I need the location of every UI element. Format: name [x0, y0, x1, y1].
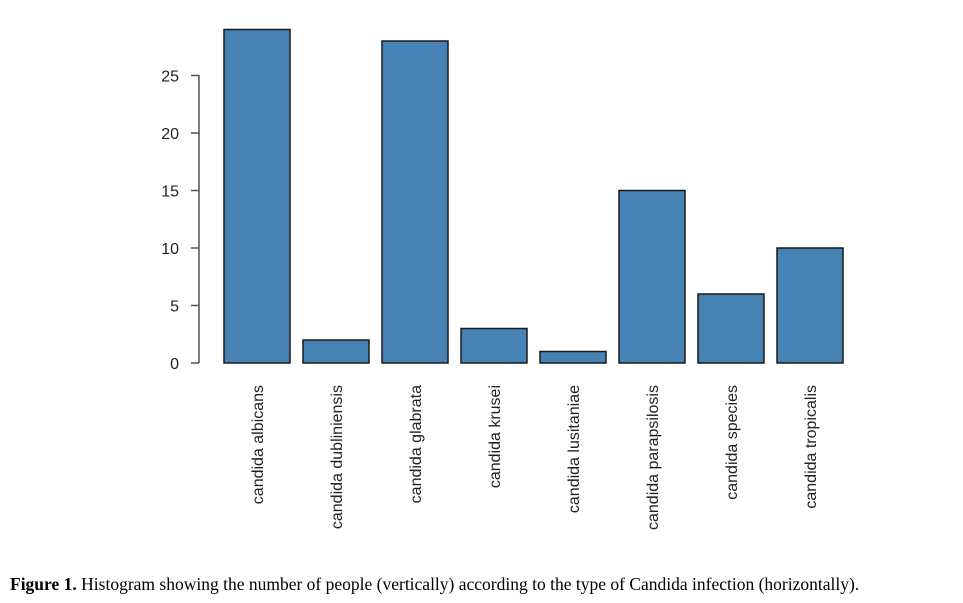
x-category-label: candida glabrata: [408, 385, 425, 503]
x-category-label: candida lusitaniae: [566, 385, 583, 513]
y-tick-label: 5: [170, 299, 179, 316]
y-tick-label: 20: [161, 126, 179, 143]
caption-text: Histogram showing the number of people (…: [76, 574, 860, 594]
x-category-label: candida krusei: [487, 385, 504, 488]
bar-chart: 0 5 10 15 20 25 candida albicans candida dubli…: [161, 28, 844, 530]
bar: [302, 339, 370, 364]
bar: [381, 40, 449, 364]
bar: [776, 247, 844, 364]
bar: [460, 327, 528, 364]
y-tick-label: 0: [170, 356, 179, 373]
bar: [223, 28, 291, 364]
bar: [539, 350, 607, 364]
y-tick-label: 15: [161, 184, 179, 201]
y-tick-label: 25: [161, 69, 179, 86]
x-category-label: candida species: [724, 385, 741, 500]
x-category-label: candida tropicalis: [803, 385, 820, 509]
bar: [618, 189, 686, 364]
x-category-label: candida albicans: [250, 385, 267, 504]
bar: [697, 293, 765, 364]
y-axis-ticks: 0 5 10 15 20 25: [161, 69, 199, 373]
figure-caption: Figure 1. Histogram showing the number o…: [10, 574, 960, 595]
x-category-label: candida parapsilosis: [645, 385, 662, 530]
x-category-label: candida dubliniensis: [329, 385, 346, 529]
y-tick-label: 10: [161, 241, 179, 258]
caption-label: Figure 1.: [10, 574, 77, 594]
category-labels: candida albicans candida dubliniensis cand…: [250, 385, 820, 530]
bars: [223, 28, 844, 364]
